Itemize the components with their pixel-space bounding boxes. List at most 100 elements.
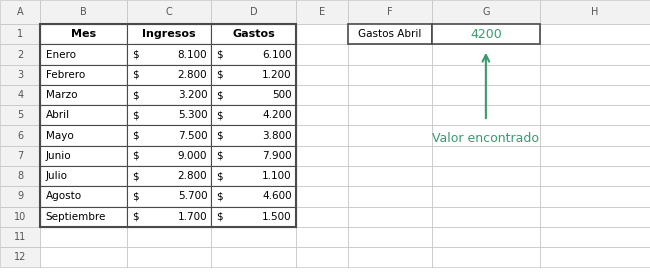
Text: $: $	[216, 151, 223, 161]
Bar	[40, 65, 127, 85]
Bar	[127, 0, 211, 24]
Bar	[40, 186, 127, 207]
Bar	[127, 105, 211, 125]
Text: 4: 4	[17, 90, 23, 100]
Bar	[348, 207, 432, 227]
Text: 6.100: 6.100	[262, 50, 292, 59]
Bar	[432, 186, 540, 207]
Bar	[211, 166, 296, 186]
Bar	[127, 166, 211, 186]
Bar	[127, 24, 211, 44]
Bar	[127, 65, 211, 85]
Bar	[40, 24, 127, 44]
Bar	[432, 247, 540, 267]
Bar	[127, 85, 211, 105]
Bar	[348, 44, 432, 65]
Bar	[211, 125, 296, 146]
Text: 3.200: 3.200	[177, 90, 207, 100]
Text: $: $	[216, 50, 223, 59]
Text: Mes: Mes	[71, 29, 96, 39]
Text: G: G	[482, 7, 489, 17]
Bar	[40, 105, 127, 125]
Text: 4.200: 4.200	[262, 110, 292, 120]
Bar	[540, 0, 650, 24]
Bar	[40, 85, 127, 105]
Bar	[540, 65, 650, 85]
Bar	[40, 85, 127, 105]
Bar	[296, 44, 348, 65]
Bar	[0, 0, 40, 24]
Bar	[296, 105, 348, 125]
Bar	[348, 125, 432, 146]
Bar	[127, 207, 211, 227]
Bar	[211, 44, 296, 65]
Bar	[432, 227, 540, 247]
Bar	[40, 166, 127, 186]
Text: 7.500: 7.500	[177, 131, 207, 141]
Bar	[127, 44, 211, 65]
Bar	[348, 186, 432, 207]
Bar	[540, 105, 650, 125]
Text: Valor encontrado: Valor encontrado	[432, 132, 540, 145]
Bar	[40, 146, 127, 166]
Bar	[40, 125, 127, 146]
Bar	[540, 207, 650, 227]
Bar	[348, 65, 432, 85]
Bar	[0, 24, 40, 44]
Bar	[40, 44, 127, 65]
Text: D: D	[250, 7, 257, 17]
Bar	[348, 24, 432, 44]
Bar	[432, 146, 540, 166]
Bar	[296, 247, 348, 267]
Bar	[296, 186, 348, 207]
Bar	[40, 186, 127, 207]
Text: 12: 12	[14, 252, 27, 262]
Bar	[0, 65, 40, 85]
Text: 3: 3	[17, 70, 23, 80]
Bar	[40, 24, 127, 44]
Bar	[211, 44, 296, 65]
Bar	[127, 44, 211, 65]
Bar	[211, 186, 296, 207]
Bar	[211, 65, 296, 85]
Bar	[540, 85, 650, 105]
Bar	[540, 24, 650, 44]
Text: B: B	[80, 7, 87, 17]
Bar	[40, 247, 127, 267]
Bar	[296, 125, 348, 146]
Text: F: F	[387, 7, 393, 17]
Text: Agosto: Agosto	[46, 192, 82, 201]
Text: 5.700: 5.700	[177, 192, 207, 201]
Text: 1: 1	[17, 29, 23, 39]
Bar	[348, 166, 432, 186]
Text: 11: 11	[14, 232, 26, 242]
Bar	[348, 227, 432, 247]
Text: Gastos Abril: Gastos Abril	[358, 29, 422, 39]
Text: $: $	[132, 171, 138, 181]
Text: Enero: Enero	[46, 50, 75, 59]
Bar	[0, 166, 40, 186]
Bar	[296, 227, 348, 247]
Bar	[540, 186, 650, 207]
Bar	[348, 24, 432, 44]
Text: Gastos: Gastos	[232, 29, 275, 39]
Text: 9: 9	[17, 192, 23, 201]
Text: Febrero: Febrero	[46, 70, 84, 80]
Bar	[40, 146, 127, 166]
Bar	[211, 146, 296, 166]
Text: $: $	[216, 192, 223, 201]
Bar	[211, 24, 296, 44]
Bar	[211, 85, 296, 105]
Text: 2: 2	[17, 50, 23, 59]
Bar	[211, 105, 296, 125]
Bar	[127, 105, 211, 125]
Text: 4200: 4200	[470, 28, 502, 41]
Bar	[40, 207, 127, 227]
Bar	[0, 125, 40, 146]
Bar	[348, 247, 432, 267]
Bar	[211, 85, 296, 105]
Bar	[296, 166, 348, 186]
Text: C: C	[166, 7, 172, 17]
Text: 1.500: 1.500	[262, 212, 292, 222]
Bar	[127, 85, 211, 105]
